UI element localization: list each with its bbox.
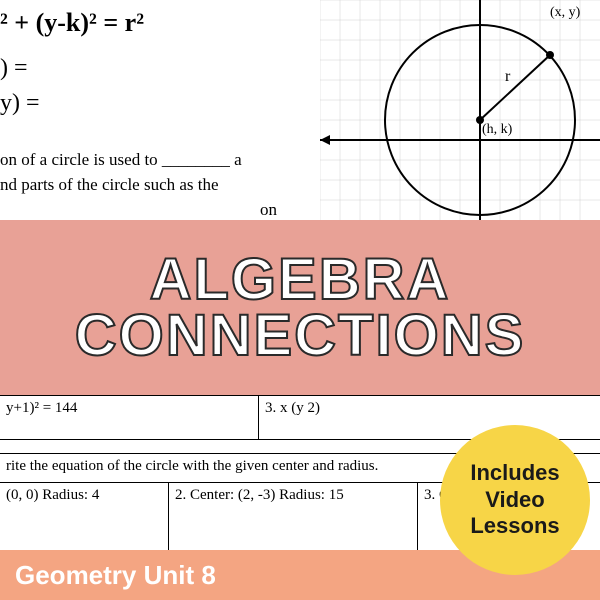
main-title-line1: ALGEBRA xyxy=(150,252,451,307)
circle-equation: ² + (y-k)² = r² xyxy=(0,8,144,38)
grid-lines xyxy=(320,0,600,220)
problem-cell-1: (0, 0) Radius: 4 xyxy=(0,482,169,557)
product-card: ² + (y-k)² = r² ) = y) = on of a circle … xyxy=(0,0,600,600)
unit-label: Geometry Unit 8 xyxy=(15,560,216,591)
fill-text-1: on of a circle is used to ________ a xyxy=(0,150,242,170)
badge-text: Includes Video Lessons xyxy=(470,460,559,539)
main-title-line2: CONNECTIONS xyxy=(75,308,526,363)
radius-line xyxy=(480,55,550,120)
badge-line2: Video xyxy=(485,487,545,512)
point-xy-label: (x, y) xyxy=(550,5,580,21)
edge-point xyxy=(546,51,554,59)
blank-line-1: ) = xyxy=(0,55,28,82)
fill-text-3: on xyxy=(260,200,277,220)
grid-svg xyxy=(320,0,600,220)
example-cell-1: y+1)² = 144 xyxy=(0,395,259,440)
badge-line1: Includes xyxy=(470,460,559,485)
badge-line3: Lessons xyxy=(470,513,559,538)
coordinate-grid: (x, y) (h, k) r xyxy=(320,0,600,220)
title-band: ALGEBRA CONNECTIONS xyxy=(0,225,600,390)
radius-r-label: r xyxy=(505,68,510,86)
top-worksheet-panel: ² + (y-k)² = r² ) = y) = on of a circle … xyxy=(0,0,600,220)
arrow-left-icon xyxy=(320,135,330,145)
problem-cell-2: 2. Center: (2, -3) Radius: 15 xyxy=(168,482,418,557)
center-hk-label: (h, k) xyxy=(482,122,512,138)
video-lessons-badge: Includes Video Lessons xyxy=(440,425,590,575)
blank-line-2: y) = xyxy=(0,90,40,117)
fill-text-2: nd parts of the circle such as the xyxy=(0,175,219,195)
